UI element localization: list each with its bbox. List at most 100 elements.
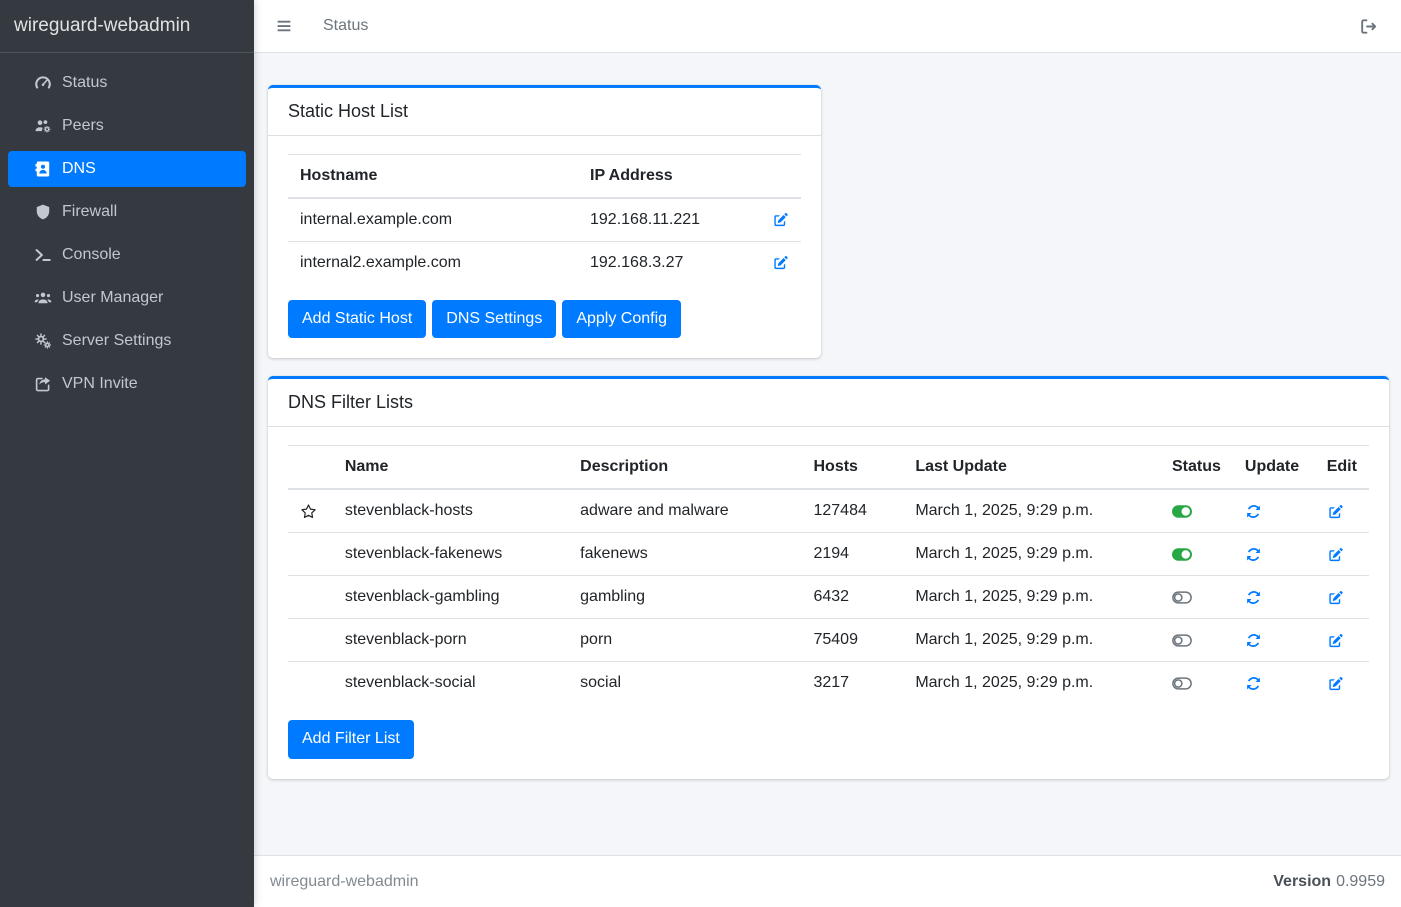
table-row: stevenblack-hosts adware and malware 127… xyxy=(288,488,1369,533)
edit-icon[interactable] xyxy=(1327,546,1344,563)
brand-title[interactable]: wireguard-webadmin xyxy=(0,0,254,53)
name-cell: stevenblack-social xyxy=(332,661,569,705)
toggle-off-icon[interactable] xyxy=(1172,677,1192,690)
add-filter-list-button[interactable]: Add Filter List xyxy=(288,720,414,759)
static-host-list-card: Static Host List Hostname IP Address int… xyxy=(268,85,821,359)
sidebar-item-peers[interactable]: Peers xyxy=(8,108,246,144)
column-header-hostname: Hostname xyxy=(288,154,578,199)
hosts-cell: 6432 xyxy=(801,575,904,619)
sidebar-item-label: VPN Invite xyxy=(62,375,138,392)
dns-filter-lists-table: Name Description Hosts Last Update Statu… xyxy=(288,445,1369,705)
users-cog-icon xyxy=(33,117,52,136)
table-row: internal.example.com 192.168.11.221 xyxy=(288,197,801,242)
dns-settings-button[interactable]: DNS Settings xyxy=(432,300,557,339)
sidebar-item-label: Firewall xyxy=(62,203,118,220)
toggle-on-icon[interactable] xyxy=(1172,504,1192,518)
star-icon xyxy=(300,503,317,520)
hosts-cell: 2194 xyxy=(801,532,904,576)
column-header-actions xyxy=(751,154,801,199)
name-cell: stevenblack-gambling xyxy=(332,575,569,619)
sync-icon[interactable] xyxy=(1245,503,1262,520)
sidebar-item-dns[interactable]: DNS xyxy=(8,151,246,187)
sidebar-item-label: Status xyxy=(62,74,108,91)
ip-cell: 192.168.11.221 xyxy=(578,197,751,242)
add-static-host-button[interactable]: Add Static Host xyxy=(288,300,427,339)
footer-version-label: Version xyxy=(1273,872,1332,890)
name-cell: stevenblack-fakenews xyxy=(332,532,569,576)
footer-version-value: 0.9959 xyxy=(1336,872,1385,890)
column-header-update: Update xyxy=(1232,445,1315,491)
sync-icon[interactable] xyxy=(1245,589,1262,606)
column-header-description: Description xyxy=(568,445,802,491)
sidebar-item-console[interactable]: Console xyxy=(8,237,246,273)
sidebar-item-vpn-invite[interactable]: VPN Invite xyxy=(8,366,246,402)
hostname-cell: internal.example.com xyxy=(288,197,578,242)
edit-icon[interactable] xyxy=(1327,675,1344,692)
sidebar-item-label: Peers xyxy=(62,117,104,134)
apply-config-button[interactable]: Apply Config xyxy=(562,300,682,339)
name-cell: stevenblack-porn xyxy=(332,618,569,662)
column-header-last-update: Last Update xyxy=(903,445,1160,491)
logout-icon[interactable] xyxy=(1359,17,1378,36)
shield-icon xyxy=(33,203,52,222)
hosts-cell: 75409 xyxy=(801,618,904,662)
table-row: stevenblack-gambling gambling 6432 March… xyxy=(288,575,1369,619)
column-header-hosts: Hosts xyxy=(801,445,904,491)
sidebar-item-firewall[interactable]: Firewall xyxy=(8,194,246,230)
dns-filter-lists-card: DNS Filter Lists Name Description Hosts … xyxy=(268,376,1389,779)
table-row: stevenblack-social social 3217 March 1, … xyxy=(288,661,1369,705)
edit-icon[interactable] xyxy=(772,254,789,271)
static-host-table: Hostname IP Address internal.example.com… xyxy=(288,154,801,284)
card-title: Static Host List xyxy=(268,88,821,136)
description-cell: adware and malware xyxy=(568,488,802,533)
table-row: internal2.example.com 192.168.3.27 xyxy=(288,241,801,284)
last-update-cell: March 1, 2025, 9:29 p.m. xyxy=(903,532,1160,576)
column-header-edit: Edit xyxy=(1314,445,1369,491)
column-header-star xyxy=(288,445,333,491)
edit-icon[interactable] xyxy=(1327,503,1344,520)
column-header-ip: IP Address xyxy=(578,154,751,199)
edit-icon[interactable] xyxy=(1327,589,1344,606)
description-cell: porn xyxy=(568,618,802,662)
description-cell: social xyxy=(568,661,802,705)
sidebar-item-status[interactable]: Status xyxy=(8,65,246,101)
sidebar-item-server-settings[interactable]: Server Settings xyxy=(8,323,246,359)
edit-icon[interactable] xyxy=(1327,632,1344,649)
address-book-icon xyxy=(33,160,52,179)
hosts-cell: 127484 xyxy=(801,488,904,533)
sidebar-item-label: User Manager xyxy=(62,289,164,306)
edit-icon[interactable] xyxy=(772,211,789,228)
share-square-icon xyxy=(33,375,52,394)
toggle-off-icon[interactable] xyxy=(1172,591,1192,604)
ip-cell: 192.168.3.27 xyxy=(578,241,751,284)
sync-icon[interactable] xyxy=(1245,675,1262,692)
cogs-icon xyxy=(33,332,52,351)
hostname-cell: internal2.example.com xyxy=(288,241,578,284)
footer-app-name: wireguard-webadmin xyxy=(270,872,419,890)
toggle-on-icon[interactable] xyxy=(1172,547,1192,561)
sidebar-nav: Status Peers DNS Firewall Console User M… xyxy=(0,53,254,402)
name-cell: stevenblack-hosts xyxy=(332,488,569,533)
sync-icon[interactable] xyxy=(1245,546,1262,563)
last-update-cell: March 1, 2025, 9:29 p.m. xyxy=(903,488,1160,533)
sync-icon[interactable] xyxy=(1245,632,1262,649)
toggle-off-icon[interactable] xyxy=(1172,634,1192,647)
column-header-name: Name xyxy=(332,445,569,491)
table-row: stevenblack-fakenews fakenews 2194 March… xyxy=(288,532,1369,576)
card-title: DNS Filter Lists xyxy=(268,379,1389,428)
topbar-status-link[interactable]: Status xyxy=(323,17,369,34)
sidebar-item-user-manager[interactable]: User Manager xyxy=(8,280,246,316)
hamburger-icon[interactable] xyxy=(275,17,293,35)
column-header-status: Status xyxy=(1160,445,1233,491)
last-update-cell: March 1, 2025, 9:29 p.m. xyxy=(903,661,1160,705)
table-row: stevenblack-porn porn 75409 March 1, 202… xyxy=(288,618,1369,662)
gauge-icon xyxy=(33,74,52,93)
sidebar-item-label: Console xyxy=(62,246,121,263)
description-cell: gambling xyxy=(568,575,802,619)
last-update-cell: March 1, 2025, 9:29 p.m. xyxy=(903,575,1160,619)
last-update-cell: March 1, 2025, 9:29 p.m. xyxy=(903,618,1160,662)
main-footer: wireguard-webadmin Version 0.9959 xyxy=(254,855,1401,907)
sidebar: wireguard-webadmin Status Peers DNS Fire… xyxy=(0,0,254,907)
sidebar-item-label: Server Settings xyxy=(62,332,172,349)
top-navbar: Status xyxy=(254,0,1401,53)
